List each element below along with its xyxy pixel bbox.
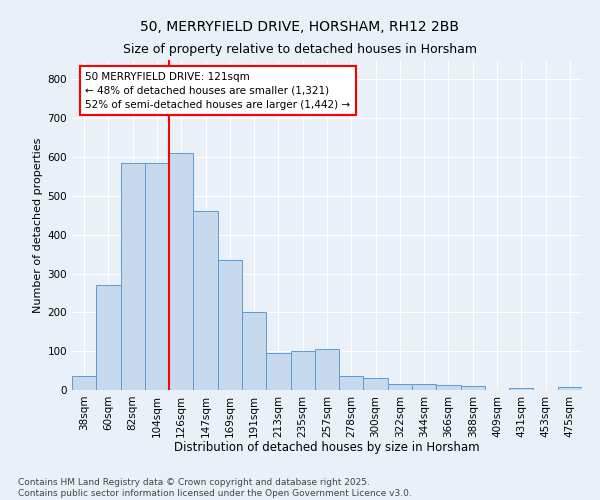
- Text: Contains HM Land Registry data © Crown copyright and database right 2025.
Contai: Contains HM Land Registry data © Crown c…: [18, 478, 412, 498]
- Bar: [242, 312, 266, 390]
- X-axis label: Distribution of detached houses by size in Horsham: Distribution of detached houses by size …: [174, 441, 480, 454]
- Bar: [412, 384, 436, 390]
- Bar: [169, 153, 193, 390]
- Bar: [461, 386, 485, 390]
- Bar: [218, 260, 242, 390]
- Text: 50 MERRYFIELD DRIVE: 121sqm
← 48% of detached houses are smaller (1,321)
52% of : 50 MERRYFIELD DRIVE: 121sqm ← 48% of det…: [85, 72, 350, 110]
- Bar: [509, 388, 533, 390]
- Bar: [193, 212, 218, 390]
- Bar: [266, 353, 290, 390]
- Bar: [364, 378, 388, 390]
- Text: Size of property relative to detached houses in Horsham: Size of property relative to detached ho…: [123, 42, 477, 56]
- Bar: [145, 163, 169, 390]
- Text: 50, MERRYFIELD DRIVE, HORSHAM, RH12 2BB: 50, MERRYFIELD DRIVE, HORSHAM, RH12 2BB: [140, 20, 460, 34]
- Bar: [72, 376, 96, 390]
- Bar: [339, 376, 364, 390]
- Bar: [388, 384, 412, 390]
- Bar: [121, 163, 145, 390]
- Bar: [315, 349, 339, 390]
- Bar: [558, 388, 582, 390]
- Y-axis label: Number of detached properties: Number of detached properties: [34, 138, 43, 312]
- Bar: [436, 386, 461, 390]
- Bar: [290, 351, 315, 390]
- Bar: [96, 285, 121, 390]
